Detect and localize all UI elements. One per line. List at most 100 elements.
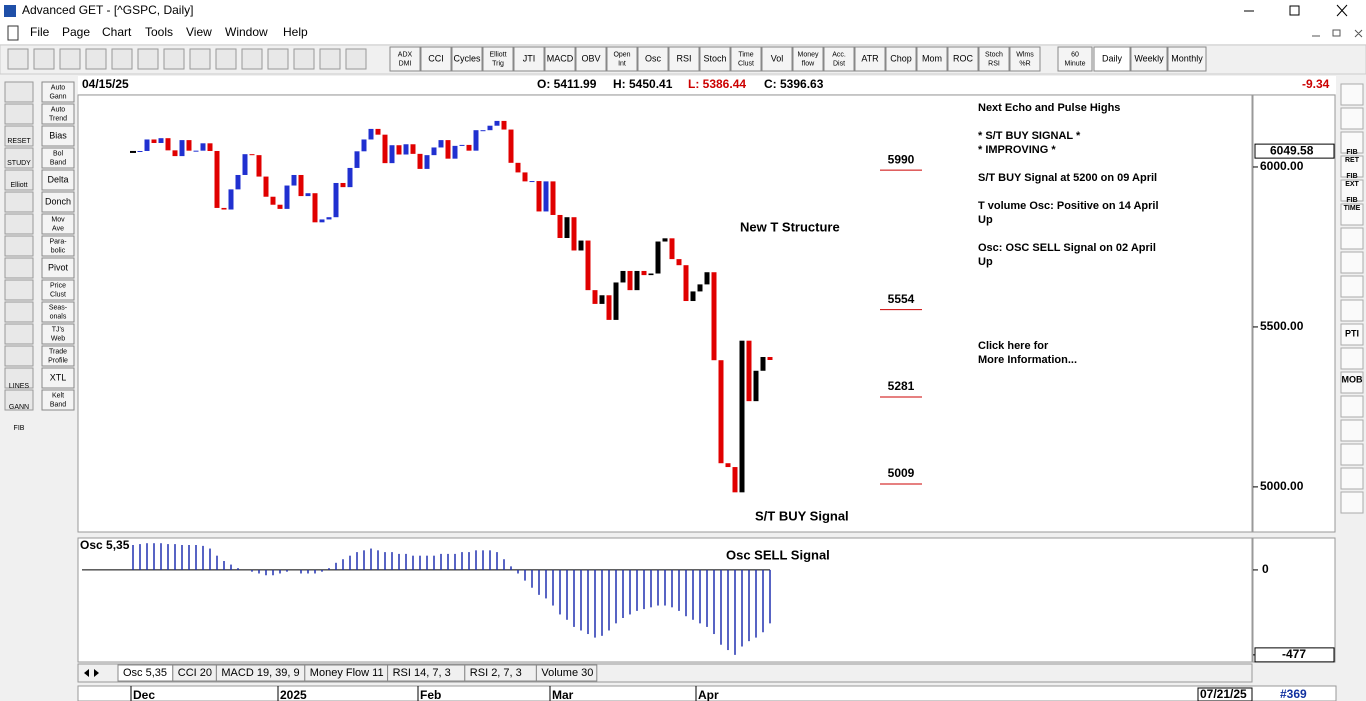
tool-icon[interactable] [4,169,34,191]
tool-icon[interactable] [1340,179,1364,202]
study-button[interactable] [41,257,75,279]
menu-item[interactable]: Help [283,25,308,39]
tool-icon[interactable] [4,323,34,345]
indicator-button[interactable] [668,46,700,72]
timeframe-button[interactable] [1130,46,1168,72]
menu-item[interactable]: Page [62,25,90,39]
indicator-button[interactable] [823,46,855,72]
timeframe-button[interactable] [1057,46,1093,72]
study-button[interactable] [41,103,75,125]
indicator-button[interactable] [606,46,638,72]
indicator-button[interactable] [482,46,514,72]
tool-icon[interactable] [1340,251,1364,274]
tool-icon[interactable] [293,48,315,70]
indicator-button[interactable] [575,46,607,72]
indicator-button[interactable] [978,46,1010,72]
tool-icon[interactable] [1340,491,1364,514]
tool-icon[interactable] [85,48,107,70]
indicator-button[interactable] [420,46,452,72]
info-text[interactable]: Click here for [978,340,1049,352]
indicator-button[interactable] [885,46,917,72]
menu-item[interactable]: View [186,25,212,39]
indicator-button[interactable] [947,46,979,72]
tool-icon[interactable] [1340,395,1364,418]
indicator-button[interactable] [637,46,669,72]
study-button[interactable] [41,345,75,367]
indicator-button[interactable] [1009,46,1041,72]
tool-icon[interactable] [1340,347,1364,370]
tool-icon[interactable] [215,48,237,70]
study-button[interactable] [41,235,75,257]
timeframe-button[interactable] [1167,46,1207,72]
indicator-button[interactable] [792,46,824,72]
tool-icon[interactable] [4,81,34,103]
study-button[interactable] [41,81,75,103]
doc-controls[interactable] [1312,29,1363,38]
tool-icon[interactable] [1340,323,1364,346]
tool-icon[interactable] [1340,107,1364,130]
tool-icon[interactable] [1340,419,1364,442]
tool-icon[interactable] [4,301,34,323]
indicator-button[interactable] [389,46,421,72]
study-button[interactable] [41,367,75,389]
study-button[interactable] [41,323,75,345]
indicator-button[interactable] [544,46,576,72]
tool-icon[interactable] [1340,203,1364,226]
study-button[interactable] [41,125,75,147]
tool-icon[interactable] [241,48,263,70]
menu-item[interactable]: Tools [145,25,173,39]
tool-icon[interactable] [163,48,185,70]
study-button[interactable] [41,389,75,411]
tool-icon[interactable] [33,48,55,70]
indicator-button[interactable] [730,46,762,72]
tool-icon[interactable] [1340,371,1364,394]
indicator-button[interactable] [854,46,886,72]
indicator-button[interactable] [699,46,731,72]
tool-icon[interactable] [4,279,34,301]
restore[interactable] [1289,5,1300,16]
tab-scroll[interactable] [84,669,99,677]
tool-icon[interactable] [4,389,34,411]
tool-icon[interactable] [1340,227,1364,250]
tool-icon[interactable] [4,345,34,367]
tool-icon[interactable] [111,48,133,70]
study-button[interactable] [41,279,75,301]
menu-item[interactable]: File [30,25,50,39]
close[interactable] [1336,4,1348,17]
tool-icon[interactable] [345,48,367,70]
tool-icon[interactable] [4,367,34,389]
tab[interactable] [535,664,598,682]
tool-icon[interactable] [4,125,34,147]
tool-icon[interactable] [1340,83,1364,106]
tool-icon[interactable] [4,147,34,169]
tool-icon[interactable] [4,213,34,235]
tool-icon[interactable] [1340,155,1364,178]
tool-icon[interactable] [319,48,341,70]
indicator-button[interactable] [451,46,483,72]
timeframe-button[interactable] [1093,46,1131,72]
indicator-button[interactable] [761,46,793,72]
tool-icon[interactable] [4,191,34,213]
study-button[interactable] [41,169,75,191]
study-button[interactable] [41,213,75,235]
tool-icon[interactable] [4,103,34,125]
indicator-button[interactable] [916,46,948,72]
info-text[interactable]: More Information... [978,354,1077,366]
tool-icon[interactable] [137,48,159,70]
study-button[interactable] [41,147,75,169]
tool-icon[interactable] [1340,131,1364,154]
tool-icon[interactable] [1340,467,1364,490]
study-button[interactable] [41,191,75,213]
tool-icon[interactable] [1340,275,1364,298]
tool-icon[interactable] [267,48,289,70]
tool-icon[interactable] [4,257,34,279]
menu-item[interactable]: Window [225,25,268,39]
tool-icon[interactable] [7,48,29,70]
tool-icon[interactable] [1340,299,1364,322]
tool-icon[interactable] [189,48,211,70]
study-button[interactable] [41,301,75,323]
tool-icon[interactable] [4,235,34,257]
tool-icon[interactable] [1340,443,1364,466]
indicator-button[interactable] [513,46,545,72]
tool-icon[interactable] [59,48,81,70]
